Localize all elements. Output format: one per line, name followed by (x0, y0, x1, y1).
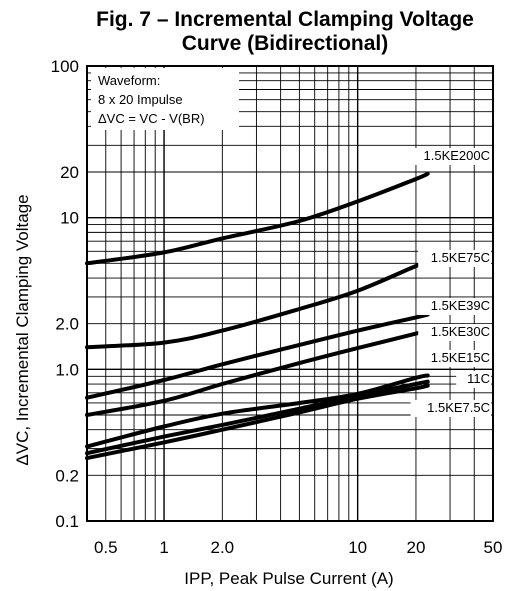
series-label-bg-1-5ke30c (418, 324, 491, 341)
curves (85, 171, 430, 461)
annotation-line-2: 8 x 20 Impulse (98, 92, 183, 107)
x-tick-label: 0.5 (94, 538, 118, 557)
series-labels: 1.5KE200C 1.5KE75C 1.5KE39C 1.5KE30C 1.5KE15… (410, 148, 491, 417)
x-tick-labels: 0.5 1 2.0 10 20 50 (94, 538, 503, 557)
series-line-11c (85, 379, 430, 456)
series-line-1-5ke30c (85, 328, 430, 417)
series-label-bg-1-5ke15c (418, 350, 491, 367)
chart-subtitle: Curve (Bidirectional) (182, 32, 389, 55)
series-line-1-5ke200c (85, 171, 430, 266)
annotation-box (91, 68, 239, 130)
annotation-line-3: ΔVC = VC - V(BR) (98, 111, 205, 126)
series-label-1-5ke200c: 1.5KE200C (424, 148, 491, 163)
y-tick-label: 10 (60, 209, 79, 228)
series-label-1-5ke30c: 1.5KE30C (431, 324, 490, 339)
x-tick-label: 50 (484, 538, 503, 557)
series-line-1-5ke75c (85, 260, 430, 350)
series-line-1-5ke7-5c (85, 383, 430, 461)
x-tick-label: 2.0 (211, 538, 235, 557)
y-tick-label: 100 (51, 57, 79, 76)
y-tick-label: 0.1 (55, 512, 79, 531)
plot-frame (86, 65, 494, 522)
chart-title: Fig. 7 – Incremental Clamping Voltage (96, 8, 474, 31)
x-tick-label: 20 (406, 538, 425, 557)
series-label-1-5ke75c: 1.5KE75C (431, 250, 490, 265)
y-tick-label: 20 (60, 163, 79, 182)
series-line-1-5ke39c (85, 312, 430, 400)
series-label-bg-1-5ke7-5c (410, 400, 491, 417)
y-tick-label: 2.0 (55, 315, 79, 334)
x-tick-label: 1 (159, 538, 168, 557)
series-label-bg-1-5ke200c (410, 148, 491, 165)
series-label-1-5ke15c: 1.5KE15C (431, 350, 490, 365)
series-label-bg-11c (456, 371, 491, 388)
annotation-line-1: Waveform: (98, 73, 160, 88)
series-line-1-5ke15c (85, 373, 430, 449)
series-label-1-5ke7-5c: 1.5KE7.5C (427, 400, 490, 415)
x-axis-label: IPP, Peak Pulse Current (A) (184, 569, 393, 588)
x-tick-label: 10 (348, 538, 367, 557)
series-label-bg-1-5ke75c (418, 250, 491, 267)
series-label-1-5ke39c: 1.5KE39C (431, 298, 490, 313)
y-axis-label: ΔVC, Incremental Clamping Voltage (13, 194, 32, 465)
y-tick-label: 1.0 (55, 360, 79, 379)
series-label-bg-1-5ke39c (418, 298, 491, 315)
grid (87, 66, 493, 521)
series-label-11c: 11C (467, 371, 490, 386)
y-tick-label: 0.2 (55, 466, 79, 485)
y-tick-labels: 0.1 0.2 1.0 2.0 10 20 100 (51, 57, 79, 531)
